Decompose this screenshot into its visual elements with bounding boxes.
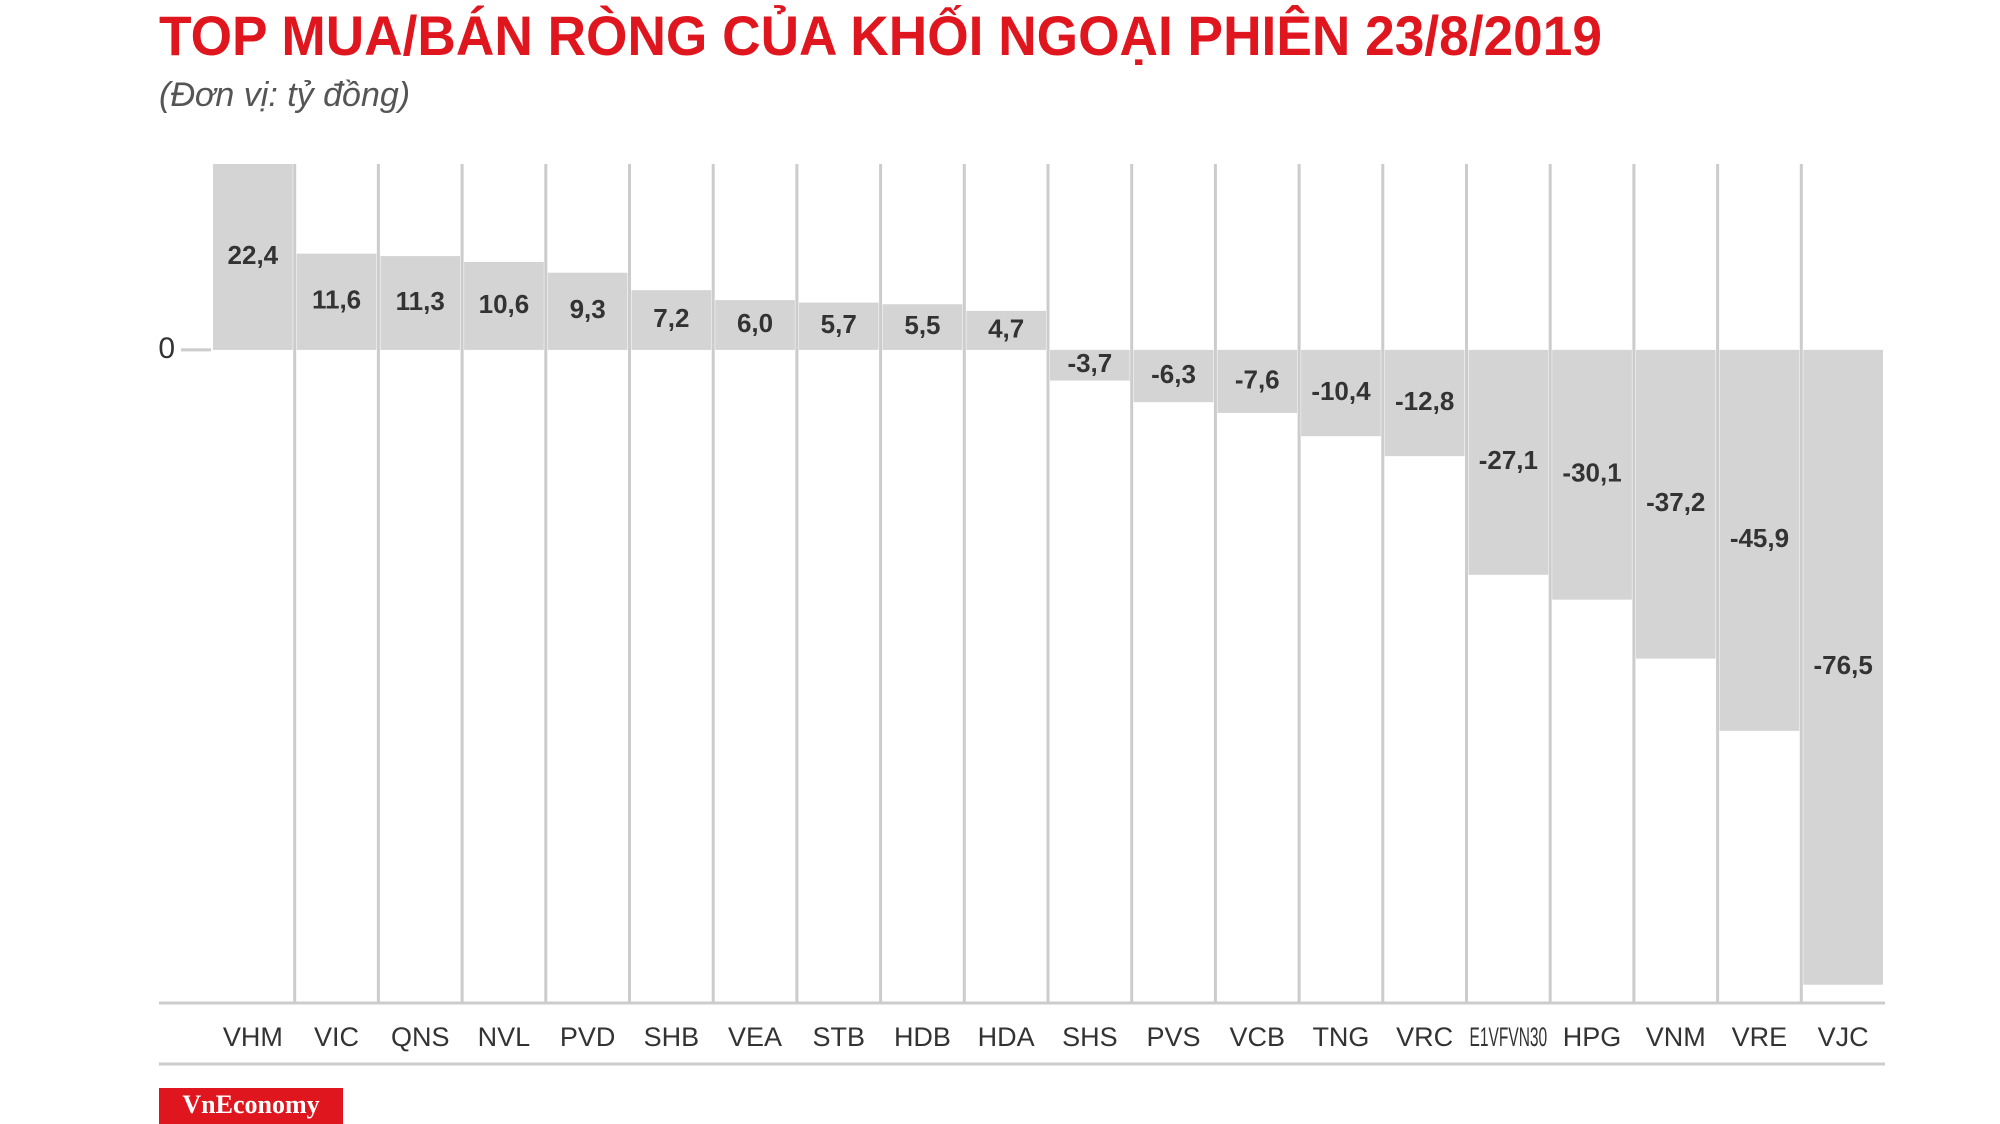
value-label: 11,3 [396, 286, 445, 316]
bar [1552, 349, 1632, 600]
y-tick-label: 0 [158, 332, 175, 365]
x-tick-label: NVL [478, 1022, 531, 1052]
x-tick-label: VEA [728, 1022, 782, 1052]
x-tick-label: VJC [1818, 1022, 1869, 1052]
x-tick-label: HDA [978, 1022, 1035, 1052]
bar [882, 304, 963, 350]
bar [1050, 349, 1130, 381]
value-label: 5,5 [904, 310, 940, 340]
value-label: -30,1 [1562, 458, 1621, 488]
bar [380, 256, 461, 350]
x-tick-label: VRC [1396, 1022, 1453, 1052]
x-tick-label: SHS [1062, 1022, 1118, 1052]
value-label: -12,8 [1395, 386, 1454, 416]
bar [547, 272, 628, 350]
bar [631, 290, 712, 350]
value-label: -27,1 [1479, 445, 1538, 475]
value-label: -6,3 [1151, 359, 1196, 389]
value-label: -45,9 [1730, 523, 1789, 553]
x-tick-label: PVS [1147, 1022, 1201, 1052]
bar [798, 302, 879, 350]
bar [1301, 349, 1381, 437]
x-tick-label: VCB [1229, 1022, 1285, 1052]
x-tick-label: HDB [894, 1022, 951, 1052]
x-tick-label: QNS [391, 1022, 450, 1052]
bar [1803, 349, 1883, 985]
value-label: 6,0 [737, 308, 773, 338]
logo: VnEconomy [182, 1090, 319, 1119]
x-tick-label: VHM [223, 1022, 283, 1052]
value-label: 10,6 [479, 289, 530, 319]
bar [966, 310, 1046, 350]
value-label: 5,7 [821, 309, 857, 339]
value-label: -10,4 [1311, 376, 1371, 406]
x-tick-label: HPG [1563, 1022, 1622, 1052]
value-label: 7,2 [653, 303, 689, 333]
bar [1384, 349, 1465, 457]
bar [464, 261, 544, 350]
chart-subtitle: (Đơn vị: tỷ đồng) [159, 76, 410, 114]
bar [1468, 349, 1549, 575]
x-tick-label: VRE [1732, 1022, 1788, 1052]
bar [296, 253, 377, 350]
bar [1719, 349, 1800, 731]
value-label: 9,3 [570, 294, 606, 324]
bar [1133, 349, 1214, 403]
x-tick-label: TNG [1312, 1022, 1369, 1052]
x-tick-label: SHB [644, 1022, 700, 1052]
value-label: 11,6 [312, 285, 361, 315]
x-tick-label: VNM [1646, 1022, 1706, 1052]
bar [715, 300, 795, 350]
bar [1635, 349, 1716, 659]
value-label: -7,6 [1235, 364, 1280, 394]
x-tick-label: PVD [560, 1022, 616, 1052]
value-label: -37,2 [1646, 487, 1705, 517]
chart-title: TOP MUA/BÁN RÒNG CỦA KHỐI NGOẠI PHIÊN 23… [159, 4, 1602, 67]
value-label: 4,7 [988, 313, 1024, 343]
x-tick-label: VIC [314, 1022, 359, 1052]
value-label: 22,4 [228, 240, 279, 270]
bar [213, 164, 293, 350]
logo-box [159, 1088, 343, 1124]
value-label: -3,7 [1067, 348, 1112, 378]
value-label: -76,5 [1814, 650, 1873, 680]
x-tick-label: E1VFVN30 [1470, 1022, 1548, 1052]
x-tick-label: STB [812, 1022, 865, 1052]
bar [1217, 349, 1298, 413]
